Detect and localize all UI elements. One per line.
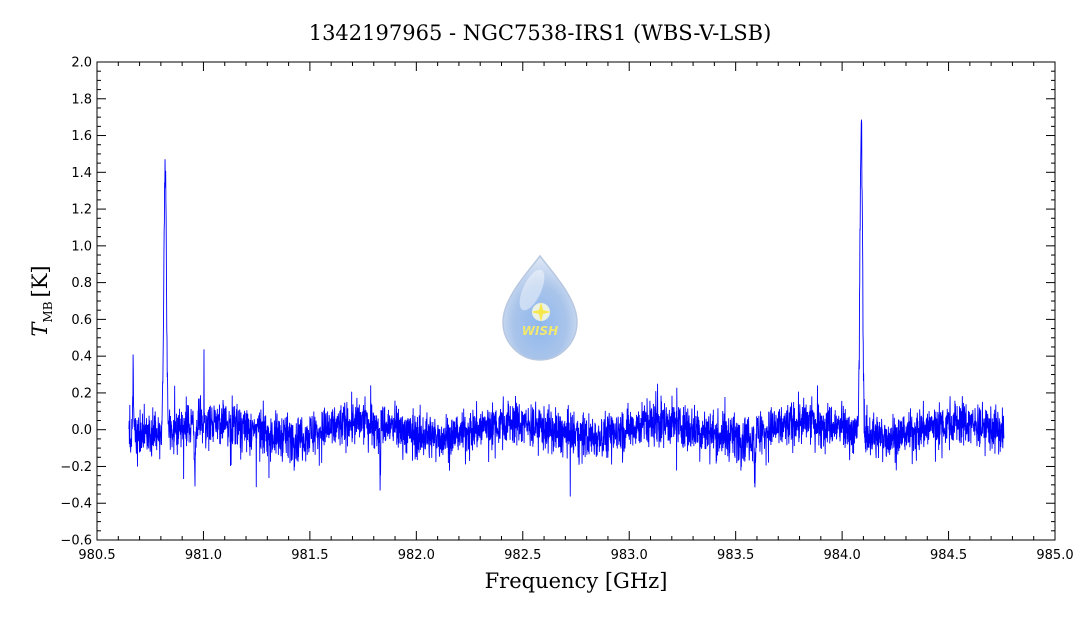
x-tick-label: 981.0 bbox=[185, 548, 222, 563]
y-tick-label: 0.2 bbox=[71, 386, 92, 401]
spectrum-line bbox=[128, 119, 1005, 497]
chart-title: 1342197965 - NGC7538-IRS1 (WBS-V-LSB) bbox=[309, 21, 772, 45]
wish-logo: WISH bbox=[502, 254, 578, 361]
y-tick-label: 1.0 bbox=[71, 239, 92, 254]
x-tick-label: 984.5 bbox=[930, 548, 967, 563]
y-tick-label: 1.8 bbox=[71, 92, 92, 107]
x-tick-label: 983.5 bbox=[717, 548, 754, 563]
y-tick-label: 0.6 bbox=[71, 313, 92, 328]
y-label-unit: [K] bbox=[28, 265, 52, 297]
y-axis-label: TMB [K] bbox=[28, 265, 55, 336]
plot-frame bbox=[96, 61, 1056, 541]
y-tick-label: 0.8 bbox=[71, 276, 92, 291]
y-tick-label: −0.6 bbox=[60, 534, 92, 549]
x-tick-label: 981.5 bbox=[291, 548, 328, 563]
y-label-main: T bbox=[28, 321, 52, 337]
y-tick-label: −0.4 bbox=[60, 497, 92, 512]
series-layer bbox=[128, 119, 1005, 497]
svg-text:TMB[K]: TMB [K] bbox=[28, 265, 55, 336]
y-tick-label: 0.0 bbox=[71, 423, 92, 438]
x-tick-labels: 980.5 981.0 981.5 982.0 982.5 983.0 983.5 984.0… bbox=[78, 548, 1073, 563]
y-tick-label: 1.2 bbox=[71, 203, 92, 218]
x-axis-label: Frequency [GHz] bbox=[485, 569, 668, 593]
y-label-sub: MB bbox=[41, 301, 55, 322]
logo-text: WISH bbox=[522, 324, 558, 338]
x-tick-label: 983.0 bbox=[611, 548, 648, 563]
y-tick-label: 1.4 bbox=[71, 166, 92, 181]
y-tick-label: 2.0 bbox=[71, 56, 92, 71]
axis-ticks bbox=[96, 61, 1056, 541]
y-tick-label: −0.2 bbox=[60, 460, 92, 475]
x-tick-label: 980.5 bbox=[78, 548, 115, 563]
x-tick-label: 982.0 bbox=[398, 548, 435, 563]
y-tick-label: 0.4 bbox=[71, 350, 92, 365]
x-tick-label: 982.5 bbox=[504, 548, 541, 563]
star-icon bbox=[531, 302, 551, 322]
x-tick-label: 985.0 bbox=[1036, 548, 1073, 563]
y-tick-label: 1.6 bbox=[71, 129, 92, 144]
x-tick-label: 984.0 bbox=[824, 548, 861, 563]
y-tick-labels: −0.6 −0.4 −0.2 0.0 0.2 0.4 0.6 0.8 1.0 1.2 1.4 1.6 1… bbox=[60, 56, 92, 549]
drop-highlight bbox=[519, 269, 545, 311]
